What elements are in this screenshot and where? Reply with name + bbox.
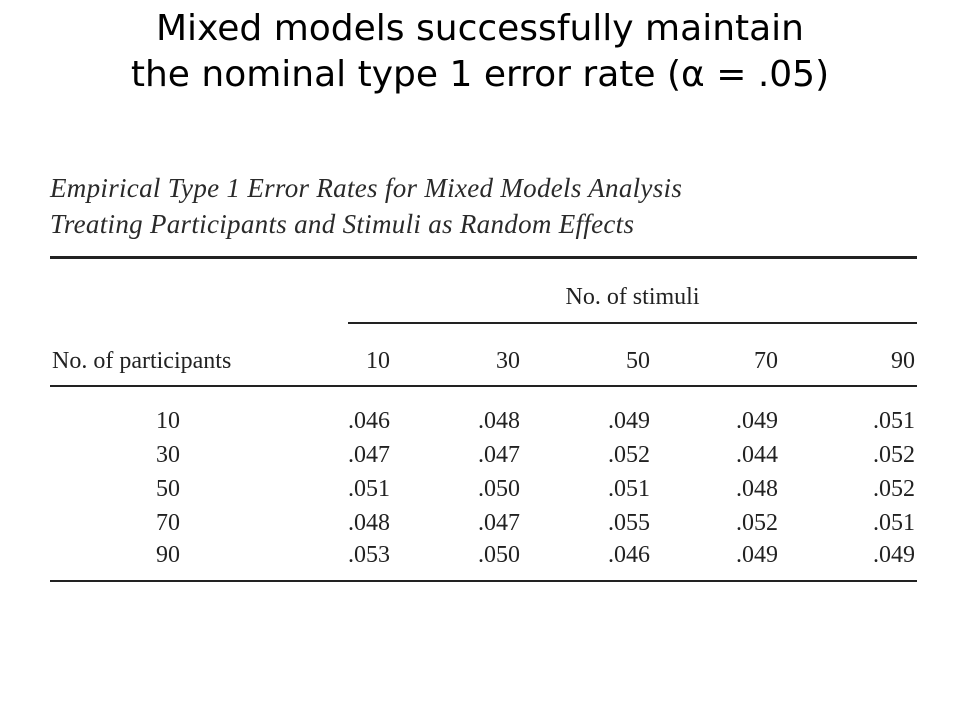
column-header-10: 10 [366,348,390,374]
table-caption: Empirical Type 1 Error Rates for Mixed M… [50,170,930,242]
stimuli-header: No. of stimuli [565,284,700,310]
table-top-rule [50,256,917,259]
table-cell: .048 [478,408,520,434]
table-cell: .053 [348,542,390,568]
column-header-90: 90 [891,348,915,374]
column-header-50: 50 [626,348,650,374]
slide-title-line-2: the nominal type 1 error rate (α = .05) [130,54,830,95]
table-cell: .051 [608,476,650,502]
table-cell: .048 [736,476,778,502]
table-cell: .055 [608,510,650,536]
table-cell: .047 [348,442,390,468]
stimuli-spanner-rule [348,322,917,324]
table-cell: .049 [608,408,650,434]
slide-title-line-1: Mixed models successfully maintain [156,8,804,49]
table-cell: .051 [873,408,915,434]
table-cell: .052 [873,476,915,502]
column-header-70: 70 [754,348,778,374]
row-label: 70 [156,510,180,536]
table-cell: .047 [478,510,520,536]
table-cell: .049 [736,408,778,434]
participants-header: No. of participants [52,348,232,374]
row-label: 50 [156,476,180,502]
table-cell: .047 [478,442,520,468]
table-cell: .049 [873,542,915,568]
table-cell: .049 [736,542,778,568]
table-caption-line-1: Empirical Type 1 Error Rates for Mixed M… [50,173,683,203]
table-cell: .052 [873,442,915,468]
slide-title: Mixed models successfully maintain the n… [0,6,960,98]
table-cell: .052 [608,442,650,468]
table-bottom-rule [50,580,917,582]
table-cell: .048 [348,510,390,536]
row-label: 30 [156,442,180,468]
row-label: 90 [156,542,180,568]
table-cell: .051 [348,476,390,502]
header-bottom-rule [50,385,917,387]
row-label: 10 [156,408,180,434]
table-cell: .052 [736,510,778,536]
column-header-30: 30 [496,348,520,374]
table-cell: .046 [348,408,390,434]
table-cell: .050 [478,476,520,502]
table-cell: .051 [873,510,915,536]
table-cell: .050 [478,542,520,568]
table-cell: .046 [608,542,650,568]
table-caption-line-2: Treating Participants and Stimuli as Ran… [50,209,635,239]
table-cell: .044 [736,442,778,468]
